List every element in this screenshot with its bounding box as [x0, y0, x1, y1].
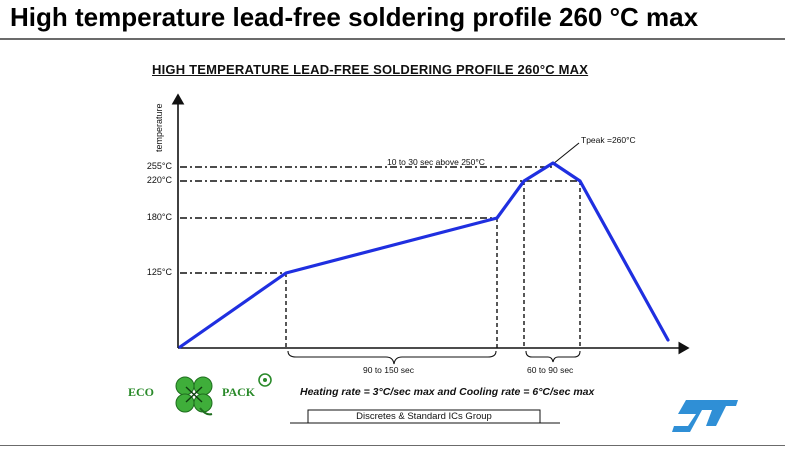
tick-255: 255°C — [146, 161, 172, 171]
profile-curve — [178, 161, 670, 349]
reflow-brace — [525, 350, 581, 363]
preheat-brace — [287, 350, 497, 365]
pack-label: PACK — [222, 385, 256, 399]
slide-title: High temperature lead-free soldering pro… — [10, 2, 699, 32]
time-above-annotation: 10 to 30 sec above 250°C — [387, 157, 485, 167]
tick-180: 180°C — [146, 212, 172, 222]
tick-125: 125°C — [146, 267, 172, 277]
reflow-duration-label: 60 to 90 sec — [527, 365, 574, 375]
eco-label: ECO — [128, 385, 155, 399]
rate-note: Heating rate = 3°C/sec max and Cooling r… — [300, 386, 595, 398]
tick-220: 220°C — [146, 175, 172, 185]
st-logo-icon — [672, 400, 738, 432]
clover-icon — [175, 376, 213, 416]
diagram-title: HIGH TEMPERATURE LEAD-FREE SOLDERING PRO… — [152, 62, 589, 77]
y-axis-label: temperature — [154, 103, 164, 152]
recycle-icon — [258, 373, 272, 387]
preheat-duration-label: 90 to 150 sec — [363, 365, 415, 375]
footer-label-box: Discretes & Standard ICs Group — [308, 410, 540, 423]
bottom-divider — [0, 445, 785, 446]
title-divider — [0, 38, 785, 40]
footer-frame — [307, 409, 541, 424]
peak-callout-line — [552, 142, 580, 165]
peak-annotation: Tpeak =260°C — [581, 135, 636, 145]
footer-label: Discretes & Standard ICs Group — [356, 411, 492, 422]
